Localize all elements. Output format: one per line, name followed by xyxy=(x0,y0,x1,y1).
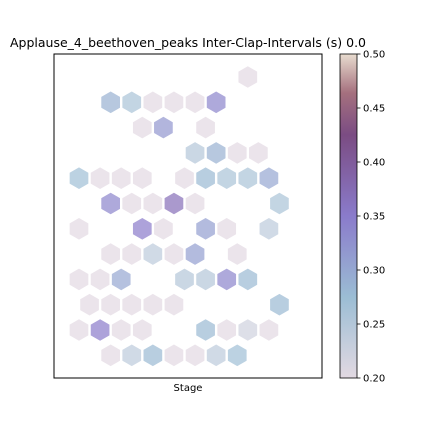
hex-cell xyxy=(122,192,142,215)
hex-cell xyxy=(122,344,142,367)
colorbar-tick-label: 0.30 xyxy=(363,266,385,277)
hex-cell xyxy=(196,167,215,189)
hex-cell xyxy=(101,344,120,367)
hex-cell xyxy=(143,344,163,367)
hexbin-cells xyxy=(69,66,289,367)
hex-cell xyxy=(185,192,205,215)
hex-cell xyxy=(143,243,163,265)
hex-cell xyxy=(259,167,279,189)
hex-cell xyxy=(69,268,89,291)
hex-cell xyxy=(164,91,184,114)
hex-cell xyxy=(185,243,205,265)
hex-cell xyxy=(122,91,142,114)
hex-cell xyxy=(164,344,184,367)
hex-cell xyxy=(143,91,163,114)
colorbar-tick-label: 0.50 xyxy=(363,50,385,61)
hex-cell xyxy=(101,192,120,215)
hex-cell xyxy=(164,293,184,316)
hex-cell xyxy=(143,192,163,215)
hex-cell xyxy=(196,268,215,291)
hex-cell xyxy=(111,268,131,291)
hex-cell xyxy=(132,218,152,240)
hex-cell xyxy=(217,218,237,240)
chart-title: Applause_4_beethoven_peaks Inter-Clap-In… xyxy=(10,35,366,50)
colorbar xyxy=(339,53,358,379)
x-axis-label: Stage xyxy=(174,383,203,394)
colorbar-ticks: 0.20 0.25 0.30 0.35 0.40 0.45 0.50 xyxy=(357,50,385,385)
hex-cell xyxy=(80,293,99,316)
hex-cell xyxy=(227,243,247,265)
hex-cell xyxy=(132,167,152,189)
hex-cell xyxy=(111,319,131,341)
hex-cell xyxy=(196,218,215,240)
hex-cell xyxy=(90,268,110,291)
hex-cell xyxy=(143,293,163,316)
hex-cell xyxy=(122,293,142,316)
plot-frame xyxy=(53,53,323,379)
hex-cell xyxy=(69,319,89,341)
hex-cell xyxy=(196,319,215,341)
hex-cell xyxy=(217,268,237,291)
colorbar-tick-label: 0.20 xyxy=(363,374,385,385)
hex-cell xyxy=(154,218,173,240)
hex-cell xyxy=(238,66,258,88)
hex-cell xyxy=(259,218,279,240)
hex-cell xyxy=(238,268,258,291)
hex-cell xyxy=(122,243,142,265)
hex-cell xyxy=(69,167,89,189)
hex-cell xyxy=(259,319,279,341)
hex-cell xyxy=(206,142,226,164)
colorbar-tick-label: 0.40 xyxy=(363,158,385,169)
colorbar-tick-label: 0.45 xyxy=(363,104,385,115)
colorbar-tick-label: 0.35 xyxy=(363,212,385,223)
hex-cell xyxy=(164,192,184,215)
hex-cell xyxy=(101,91,120,114)
hex-cell xyxy=(185,344,205,367)
hex-cell xyxy=(175,167,194,189)
hex-cell xyxy=(185,142,205,164)
hex-cell xyxy=(217,167,237,189)
hex-cell xyxy=(111,167,131,189)
hex-cell xyxy=(249,142,268,164)
hex-cell xyxy=(270,192,289,215)
colorbar-tick-label: 0.25 xyxy=(363,320,385,331)
hex-cell xyxy=(185,91,205,114)
hex-cell xyxy=(196,116,215,139)
hex-cell xyxy=(238,167,258,189)
hex-cell xyxy=(270,293,289,316)
hex-cell xyxy=(132,116,152,139)
hex-cell xyxy=(175,268,194,291)
hex-cell xyxy=(101,243,120,265)
hex-cell xyxy=(164,243,184,265)
hex-cell xyxy=(154,116,173,139)
hex-cell xyxy=(238,319,258,341)
hex-cell xyxy=(227,142,247,164)
hex-cell xyxy=(217,319,237,341)
hex-cell xyxy=(90,167,110,189)
hex-cell xyxy=(90,319,110,341)
hex-cell xyxy=(132,319,152,341)
hex-cell xyxy=(206,344,226,367)
hex-cell xyxy=(101,293,120,316)
hex-cell xyxy=(69,218,89,240)
hex-cell xyxy=(206,91,226,114)
hex-cell xyxy=(227,344,247,367)
